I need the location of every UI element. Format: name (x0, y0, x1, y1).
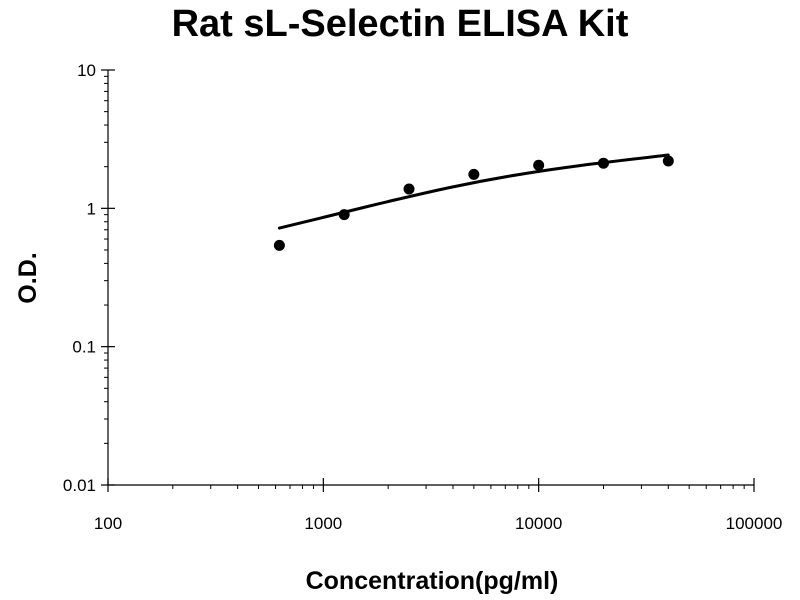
x-tick-label: 1000 (304, 514, 342, 533)
data-points-layer (273, 155, 674, 251)
data-point (468, 168, 480, 180)
y-tick-label: 10 (77, 61, 96, 80)
y-axis-label: O.D. (14, 252, 42, 303)
x-axis-label: Concentration(pg/ml) (306, 567, 559, 595)
chart-title: Rat sL-Selectin ELISA Kit (171, 3, 629, 45)
y-tick-label: 1 (87, 199, 96, 218)
y-tick-label: 0.01 (63, 476, 96, 495)
fit-curve-layer (277, 153, 670, 230)
y-axis-ticks: 10 1 0.1 0.01 (63, 61, 115, 495)
data-point (662, 155, 674, 167)
x-axis-ticks: 100 1000 10000 100000 (94, 478, 783, 533)
y-tick-label: 0.1 (72, 338, 96, 357)
fit-curve (277, 153, 670, 230)
data-point (597, 157, 609, 169)
x-tick-label: 10000 (515, 514, 562, 533)
x-tick-label: 100 (94, 514, 122, 533)
data-point (338, 209, 350, 221)
data-point (273, 239, 285, 251)
x-tick-label: 100000 (726, 514, 783, 533)
data-point (533, 159, 545, 171)
data-point (403, 183, 415, 195)
